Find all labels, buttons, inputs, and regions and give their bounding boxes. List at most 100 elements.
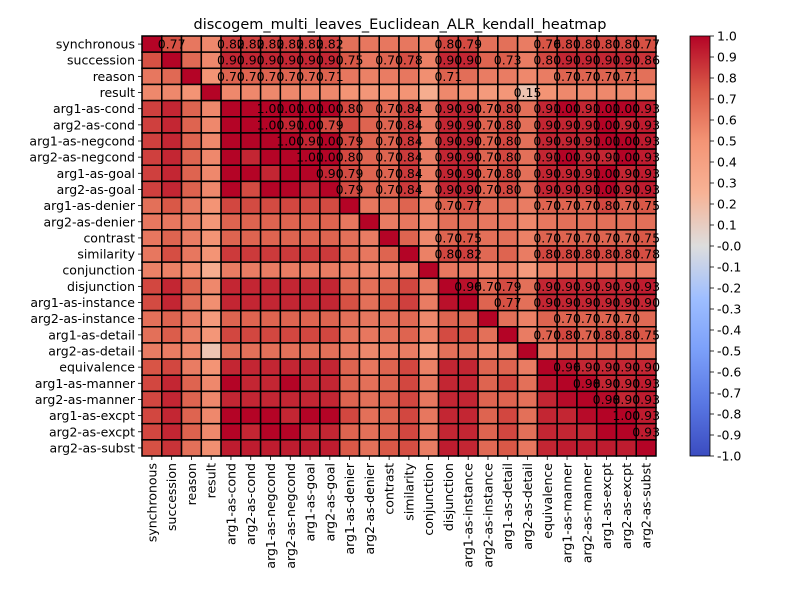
y-tick-label: arg1-as-cond [53,101,135,116]
cell-annotation: 0.80 [593,327,621,342]
heatmap-cell [161,309,183,328]
heatmap-cell [358,342,380,360]
heatmap-cell [418,83,440,102]
heatmap-cell [141,326,163,344]
cell-annotation: 0.80 [593,247,621,262]
heatmap-cell [220,116,242,134]
heatmap-cell [516,358,539,376]
heatmap-cell [319,196,341,215]
heatmap-cell [279,245,301,263]
x-tick-label: synchronous [144,463,159,542]
heatmap-cell [141,212,163,231]
cell-annotation: 0.90 [276,53,304,68]
cell-annotation: 0.70 [474,166,502,181]
heatmap-cell [615,212,637,231]
y-tick-label: arg2-as-cond [53,117,135,132]
cell-annotation: 0.15 [514,85,542,100]
x-tick-labels: synchronous succession reason result arg1-as… [144,456,654,569]
cell-annotation: 0.82 [316,37,344,52]
cell-annotation: 0.90 [573,279,601,294]
heatmap-cell [398,342,420,360]
heatmap-cell [141,406,163,425]
cell-annotation: 0.90 [533,101,561,116]
heatmap-cell [180,132,203,150]
cell-annotation: 0.82 [217,37,245,52]
colorbar-tick-label: 0.6 [717,113,737,128]
colorbar-tick-label: -0.3 [717,302,741,317]
heatmap-cell [259,326,282,344]
heatmap-cell [358,358,380,376]
heatmap-cell [299,212,321,231]
heatmap-cell [358,390,380,409]
heatmap-cell [457,374,479,393]
heatmap-cell [180,148,203,166]
heatmap-cell [240,406,262,425]
cell-annotation: 1.00 [316,150,344,165]
cell-annotation: 0.90 [593,295,621,310]
heatmap-cell [161,245,183,263]
heatmap-cell [279,229,301,247]
heatmap-cell [437,358,460,376]
heatmap-cell [338,309,361,328]
heatmap-cell [319,342,341,360]
heatmap-cell [457,326,479,344]
x-tick-label: arg2-as-excpt [619,463,634,549]
y-tick-label: arg2-as-negcond [29,150,135,165]
cell-annotation: 0.82 [257,37,285,52]
cell-annotation: 0.84 [395,166,423,181]
colorbar-tick-label: -0.1 [717,260,741,275]
cell-annotation: 0.70 [593,311,621,326]
cell-annotation: 0.90 [612,279,640,294]
cell-annotation: 0.90 [533,134,561,149]
heatmap-cell [319,422,341,441]
heatmap-cell [418,358,440,376]
heatmap-cell [299,406,321,425]
heatmap-cell [378,439,400,457]
heatmap-cell [358,196,380,215]
heatmap-cell [259,293,282,312]
heatmap-cell [378,358,400,376]
heatmap-cell [319,261,341,280]
cell-annotation: 0.90 [573,117,601,132]
cell-annotation: 0.80 [533,247,561,262]
cell-annotation: 0.93 [632,166,660,181]
heatmap-cell [477,326,499,344]
cell-annotation: 0.96 [553,360,581,375]
y-tick-label: equivalence [59,360,135,375]
heatmap-cell [358,293,380,312]
heatmap-cell [338,406,361,425]
heatmap-cell [161,99,183,118]
heatmap-cell [516,406,539,425]
heatmap-cell [180,309,203,328]
heatmap-cell [398,374,420,393]
heatmap-cell [536,439,558,457]
cell-annotation: 0.90 [612,182,640,197]
heatmap-cell [200,229,222,247]
heatmap-cell [259,342,282,360]
heatmap-cell [457,212,479,231]
colorbar-tick-label: -0.7 [717,386,741,401]
cell-annotation: 1.00 [276,134,304,149]
heatmap-cell [279,358,301,376]
heatmap-cell [220,261,242,280]
heatmap-cell [497,67,519,86]
heatmap-cell [437,261,460,280]
heatmap-cell [338,196,361,215]
heatmap-cell [200,422,222,441]
heatmap-cell [299,390,321,409]
cell-annotation: 0.71 [316,69,344,84]
heatmap-cell [299,374,321,393]
heatmap-cell [457,293,479,312]
heatmap-cell [220,374,242,393]
cell-annotation: 0.90 [612,376,640,391]
cell-annotation: 0.90 [553,279,581,294]
heatmap-cell [200,245,222,263]
cell-annotation: 0.70 [434,230,462,245]
heatmap-cell [299,422,321,441]
y-tick-label: arg2-as-denier [43,214,135,229]
heatmap-cell [180,277,203,296]
y-tick-label: arg2-as-subst [50,440,136,455]
heatmap-cell [200,277,222,296]
heatmap-cell [398,358,420,376]
cell-annotation: 0.76 [533,37,561,52]
